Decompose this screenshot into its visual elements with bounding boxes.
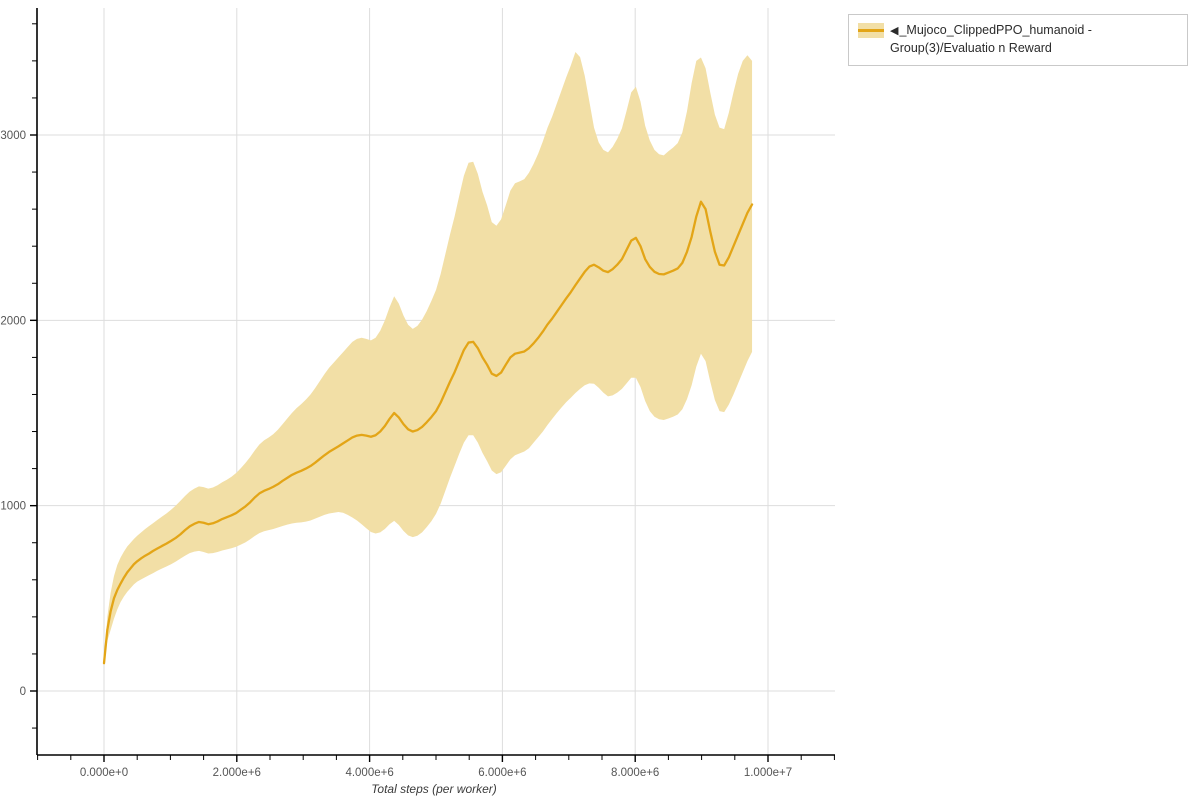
y-tick-label: 3000 (0, 130, 26, 142)
axis-ticks (30, 23, 835, 762)
x-tick-label: 0.000e+0 (80, 767, 128, 779)
x-tick-label: 8.000e+6 (611, 767, 659, 779)
x-axis-title: Total steps (per worker) (371, 782, 497, 796)
x-tick-label: 4.000e+6 (345, 767, 393, 779)
gridlines (37, 8, 835, 755)
legend-series-name: _Mujoco_ClippedPPO_humanoid - Group(3)/E… (890, 23, 1092, 55)
mean-line (102, 200, 754, 665)
x-tick-label: 6.000e+6 (478, 767, 526, 779)
y-tick-label: 0 (20, 686, 26, 698)
legend-entry[interactable]: ◀_Mujoco_ClippedPPO_humanoid - Group(3)/… (858, 22, 1178, 57)
collapse-arrow-icon[interactable]: ◀ (890, 25, 899, 37)
axis-tick-labels: 0 1000 2000 3000 0.000e+0 2.000e+6 4.000e+6 6.0… (0, 130, 792, 779)
x-tick-label: 2.000e+6 (213, 767, 261, 779)
legend-line-swatch (858, 29, 884, 32)
x-tick-label: 1.000e+7 (744, 767, 792, 779)
y-tick-label: 2000 (0, 315, 26, 327)
chart-legend[interactable]: ◀_Mujoco_ClippedPPO_humanoid - Group(3)/… (848, 14, 1188, 66)
uncertainty-band (104, 51, 753, 664)
legend-color-swatch (858, 23, 884, 38)
legend-entry-label: ◀_Mujoco_ClippedPPO_humanoid - Group(3)/… (890, 22, 1178, 57)
y-tick-label: 1000 (0, 501, 26, 513)
